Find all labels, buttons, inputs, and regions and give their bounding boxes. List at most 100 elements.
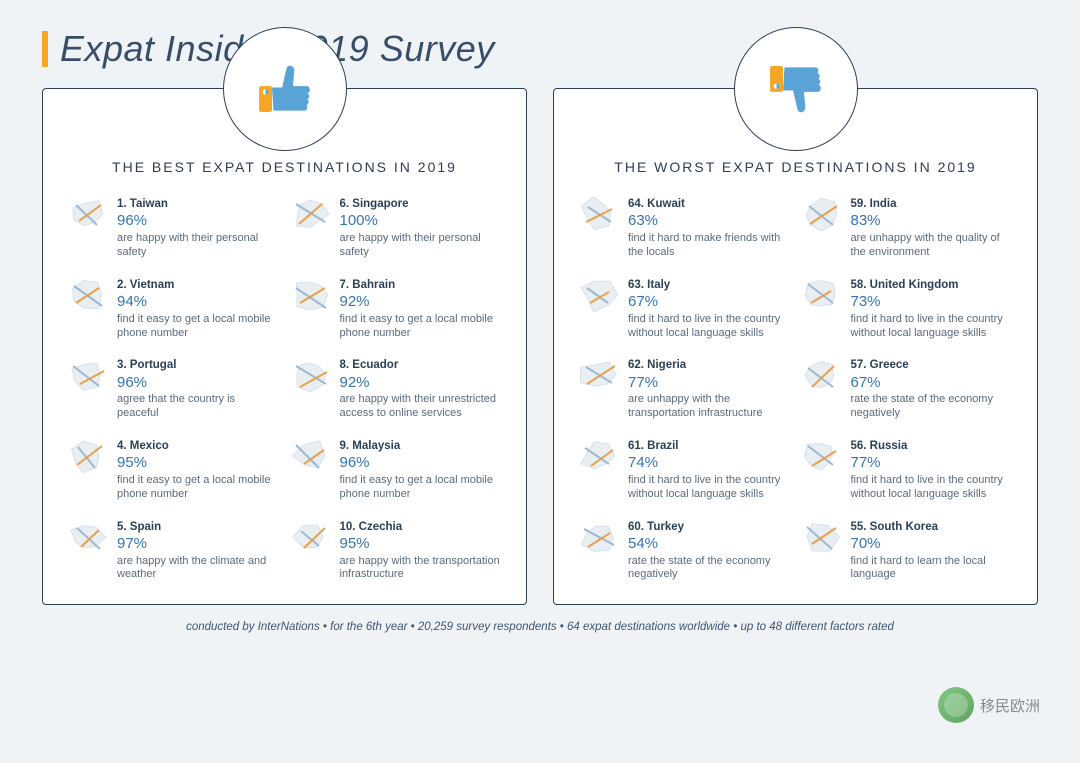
- item-percent: 92%: [340, 293, 503, 312]
- list-item: 60. Turkey54%rate the state of the econo…: [578, 520, 791, 583]
- country-shape-icon: [67, 197, 107, 231]
- thumbs-down-icon: [760, 53, 832, 125]
- item-description: find it hard to live in the country with…: [851, 313, 1014, 341]
- item-percent: 77%: [851, 454, 1014, 473]
- item-description: find it easy to get a local mobile phone…: [340, 474, 503, 502]
- item-rank-name: 61. Brazil: [628, 439, 791, 453]
- country-shape-icon: [578, 520, 618, 554]
- item-description: find it easy to get a local mobile phone…: [117, 474, 280, 502]
- item-percent: 97%: [117, 535, 280, 554]
- item-text: 1. Taiwan96%are happy with their persona…: [117, 197, 280, 260]
- item-percent: 70%: [851, 535, 1014, 554]
- item-description: are happy with their personal safety: [117, 232, 280, 260]
- item-rank-name: 2. Vietnam: [117, 278, 280, 292]
- list-item: 6. Singapore100%are happy with their per…: [290, 197, 503, 260]
- item-rank-name: 8. Ecuador: [340, 358, 503, 372]
- item-percent: 67%: [628, 293, 791, 312]
- item-rank-name: 64. Kuwait: [628, 197, 791, 211]
- item-rank-name: 10. Czechia: [340, 520, 503, 534]
- country-shape-icon: [67, 278, 107, 312]
- item-text: 59. India83%are unhappy with the quality…: [851, 197, 1014, 260]
- item-text: 58. United Kingdom73%find it hard to liv…: [851, 278, 1014, 341]
- list-item: 2. Vietnam94%find it easy to get a local…: [67, 278, 280, 341]
- item-rank-name: 7. Bahrain: [340, 278, 503, 292]
- item-text: 57. Greece67%rate the state of the econo…: [851, 358, 1014, 421]
- page: Expat Insider 2019 Survey THE BEST EXPAT…: [0, 0, 1080, 633]
- item-description: find it easy to get a local mobile phone…: [117, 313, 280, 341]
- item-percent: 95%: [117, 454, 280, 473]
- list-item: 1. Taiwan96%are happy with their persona…: [67, 197, 280, 260]
- item-text: 8. Ecuador92%are happy with their unrest…: [340, 358, 503, 421]
- country-shape-icon: [290, 358, 330, 392]
- item-percent: 73%: [851, 293, 1014, 312]
- item-description: find it hard to live in the country with…: [628, 474, 791, 502]
- panel-icon-circle: [223, 27, 347, 151]
- item-text: 2. Vietnam94%find it easy to get a local…: [117, 278, 280, 341]
- item-rank-name: 63. Italy: [628, 278, 791, 292]
- worst-destinations-panel: THE WORST EXPAT DESTINATIONS IN 2019 64.…: [553, 88, 1038, 605]
- country-shape-icon: [578, 197, 618, 231]
- item-text: 6. Singapore100%are happy with their per…: [340, 197, 503, 260]
- ranking-column: 6. Singapore100%are happy with their per…: [290, 197, 503, 582]
- item-rank-name: 5. Spain: [117, 520, 280, 534]
- item-rank-name: 57. Greece: [851, 358, 1014, 372]
- country-shape-icon: [67, 439, 107, 473]
- item-percent: 54%: [628, 535, 791, 554]
- item-rank-name: 58. United Kingdom: [851, 278, 1014, 292]
- ranking-column: 59. India83%are unhappy with the quality…: [801, 197, 1014, 582]
- item-percent: 77%: [628, 374, 791, 393]
- item-description: find it hard to learn the local language: [851, 555, 1014, 583]
- item-text: 61. Brazil74%find it hard to live in the…: [628, 439, 791, 502]
- list-item: 4. Mexico95%find it easy to get a local …: [67, 439, 280, 502]
- list-item: 63. Italy67%find it hard to live in the …: [578, 278, 791, 341]
- watermark-text: 移民欧洲: [980, 695, 1040, 716]
- item-percent: 92%: [340, 374, 503, 393]
- title-accent-bar: [42, 31, 48, 67]
- panel-icon-circle: [734, 27, 858, 151]
- watermark-logo-icon: [938, 687, 974, 723]
- item-text: 63. Italy67%find it hard to live in the …: [628, 278, 791, 341]
- list-item: 58. United Kingdom73%find it hard to liv…: [801, 278, 1014, 341]
- list-item: 5. Spain97%are happy with the climate an…: [67, 520, 280, 583]
- item-description: find it easy to get a local mobile phone…: [340, 313, 503, 341]
- best-destinations-panel: THE BEST EXPAT DESTINATIONS IN 2019 1. T…: [42, 88, 527, 605]
- list-item: 57. Greece67%rate the state of the econo…: [801, 358, 1014, 421]
- item-description: agree that the country is peaceful: [117, 393, 280, 421]
- country-shape-icon: [801, 439, 841, 473]
- panel-columns: 64. Kuwait63%find it hard to make friend…: [578, 197, 1013, 582]
- panels-row: THE BEST EXPAT DESTINATIONS IN 2019 1. T…: [42, 88, 1038, 605]
- item-rank-name: 1. Taiwan: [117, 197, 280, 211]
- item-percent: 100%: [340, 212, 503, 231]
- panel-columns: 1. Taiwan96%are happy with their persona…: [67, 197, 502, 582]
- item-description: are happy with the transportation infras…: [340, 555, 503, 583]
- item-rank-name: 62. Nigeria: [628, 358, 791, 372]
- list-item: 61. Brazil74%find it hard to live in the…: [578, 439, 791, 502]
- ranking-column: 64. Kuwait63%find it hard to make friend…: [578, 197, 791, 582]
- country-shape-icon: [578, 439, 618, 473]
- item-rank-name: 56. Russia: [851, 439, 1014, 453]
- panel-heading: THE BEST EXPAT DESTINATIONS IN 2019: [67, 159, 502, 175]
- country-shape-icon: [578, 358, 618, 392]
- item-percent: 83%: [851, 212, 1014, 231]
- list-item: 59. India83%are unhappy with the quality…: [801, 197, 1014, 260]
- item-description: rate the state of the economy negatively: [628, 555, 791, 583]
- item-rank-name: 4. Mexico: [117, 439, 280, 453]
- list-item: 8. Ecuador92%are happy with their unrest…: [290, 358, 503, 421]
- item-text: 4. Mexico95%find it easy to get a local …: [117, 439, 280, 502]
- item-text: 60. Turkey54%rate the state of the econo…: [628, 520, 791, 583]
- item-description: rate the state of the economy negatively: [851, 393, 1014, 421]
- item-description: are unhappy with the quality of the envi…: [851, 232, 1014, 260]
- item-percent: 96%: [340, 454, 503, 473]
- item-text: 10. Czechia95%are happy with the transpo…: [340, 520, 503, 583]
- country-shape-icon: [290, 197, 330, 231]
- item-percent: 96%: [117, 212, 280, 231]
- list-item: 55. South Korea70%find it hard to learn …: [801, 520, 1014, 583]
- country-shape-icon: [578, 278, 618, 312]
- list-item: 64. Kuwait63%find it hard to make friend…: [578, 197, 791, 260]
- item-rank-name: 59. India: [851, 197, 1014, 211]
- country-shape-icon: [290, 278, 330, 312]
- list-item: 62. Nigeria77%are unhappy with the trans…: [578, 358, 791, 421]
- item-percent: 63%: [628, 212, 791, 231]
- list-item: 3. Portugal96%agree that the country is …: [67, 358, 280, 421]
- item-percent: 94%: [117, 293, 280, 312]
